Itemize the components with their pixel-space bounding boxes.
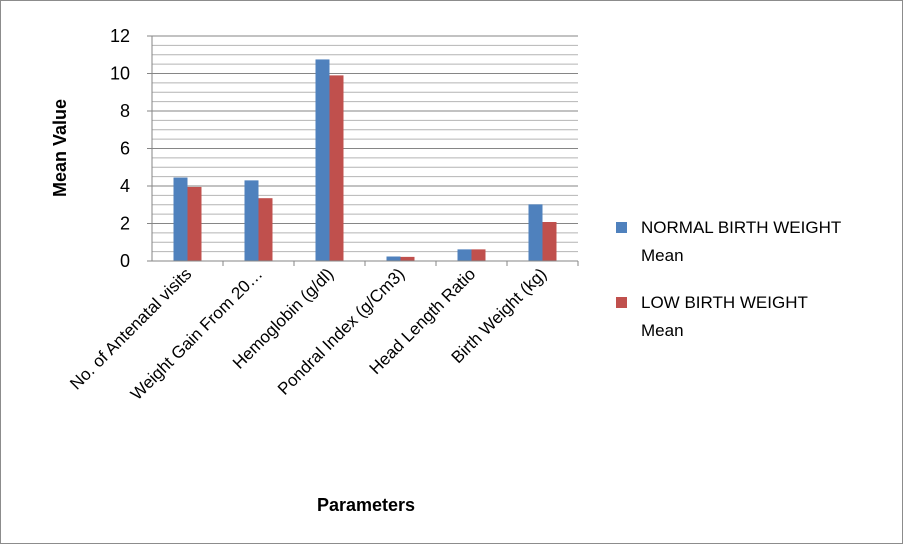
legend-swatch-normal <box>616 222 627 233</box>
bar-low-6 <box>542 222 557 261</box>
gridlines <box>152 35 578 253</box>
bar-low-5 <box>471 249 486 261</box>
y-tick-label: 2 <box>120 214 130 234</box>
legend-label-low: LOW BIRTH WEIGHT <box>641 293 808 312</box>
bar-normal-1 <box>173 177 188 261</box>
legend-swatch-low <box>616 297 627 308</box>
y-axis-title: Mean Value <box>50 99 70 197</box>
bar-normal-3 <box>315 59 330 261</box>
y-tick-label: 4 <box>120 176 130 196</box>
bar-normal-4 <box>386 256 401 261</box>
bar-low-1 <box>187 186 202 261</box>
bar-normal-6 <box>528 204 543 261</box>
y-tick-label: 12 <box>110 26 130 46</box>
legend-label-normal: NORMAL BIRTH WEIGHT <box>641 218 841 237</box>
bar-low-2 <box>258 198 273 261</box>
legend-label-low: Mean <box>641 321 684 340</box>
bar-low-3 <box>329 75 344 261</box>
y-tick-label: 8 <box>120 101 130 121</box>
bar-normal-5 <box>457 249 472 261</box>
legend: NORMAL BIRTH WEIGHT Mean LOW BIRTH WEIGHT M… <box>616 218 841 340</box>
legend-label-normal: Mean <box>641 246 684 265</box>
y-tick-label: 10 <box>110 64 130 84</box>
y-tick-label: 6 <box>120 139 130 159</box>
y-tick-label: 0 <box>120 251 130 271</box>
bar-low-4 <box>400 256 415 261</box>
x-axis-title: Parameters <box>317 495 415 515</box>
bars <box>173 59 557 261</box>
bar-normal-2 <box>244 180 259 261</box>
